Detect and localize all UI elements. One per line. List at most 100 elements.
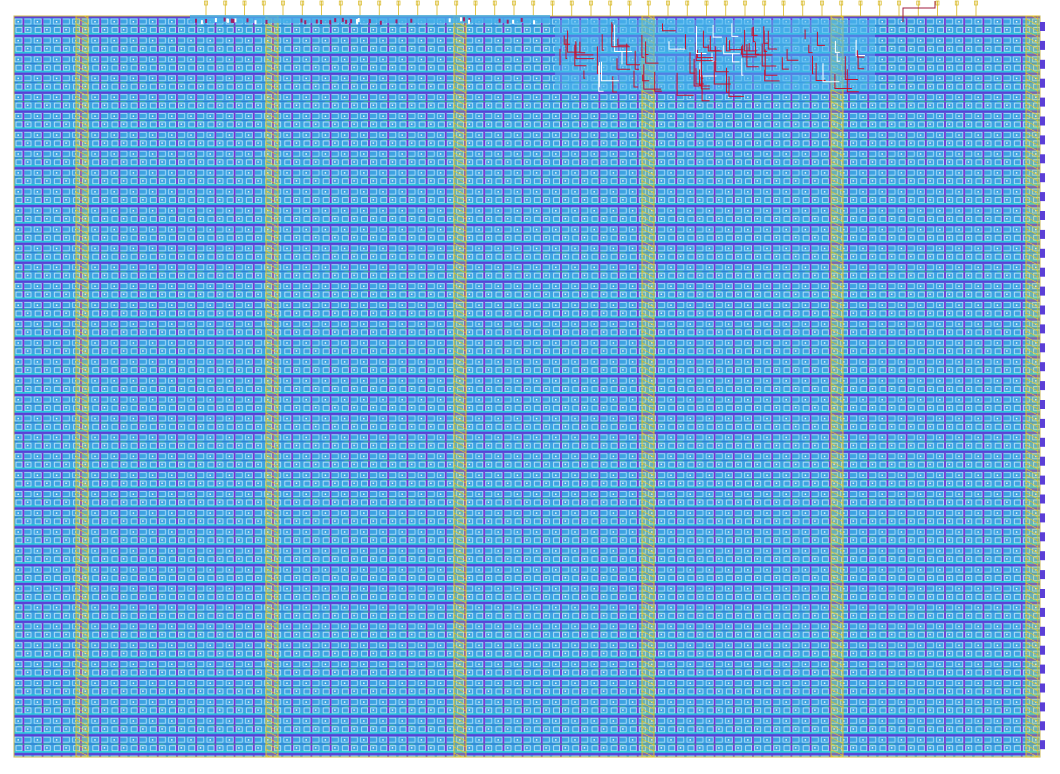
route-wire — [742, 44, 757, 58]
route-wire — [693, 58, 710, 87]
route-wire — [755, 42, 773, 56]
route-via — [334, 18, 337, 23]
power-straps — [75, 15, 1039, 758]
edge-cell — [1040, 286, 1045, 296]
route-wire — [764, 49, 778, 76]
edge-cells — [1040, 22, 1045, 750]
power-strap — [830, 15, 844, 758]
route-wire — [668, 41, 686, 50]
pin-pad — [723, 0, 728, 6]
pin-pad — [223, 0, 228, 6]
pin-pad — [377, 0, 382, 6]
edge-cell — [1040, 702, 1045, 712]
pin-pad — [762, 0, 767, 6]
route-via — [200, 20, 203, 25]
power-strap — [1025, 15, 1039, 758]
route-via — [205, 18, 208, 23]
pin-pad — [338, 0, 343, 6]
route-wire — [642, 74, 650, 82]
pin-pad — [204, 0, 208, 6]
power-strap — [453, 15, 467, 758]
edge-cell — [1040, 589, 1045, 598]
route-wire — [725, 37, 731, 52]
route-via — [227, 18, 229, 23]
route-wire — [598, 62, 600, 88]
edge-cell — [1040, 570, 1045, 580]
edge-cell — [1040, 381, 1045, 391]
edge-cell — [1040, 400, 1045, 409]
pin-pad — [569, 0, 574, 6]
power-strap — [265, 15, 279, 758]
edge-cell — [1040, 22, 1045, 31]
route-wire — [728, 76, 744, 97]
edge-cell — [1040, 418, 1045, 428]
pin-pad — [781, 0, 786, 6]
route-via — [341, 17, 344, 22]
edge-cell — [1040, 305, 1045, 315]
route-via — [463, 17, 465, 22]
route-wire — [713, 60, 731, 85]
io-pins — [204, 0, 978, 22]
power-strap — [75, 15, 89, 758]
route-wire — [616, 58, 631, 70]
route-wire — [583, 70, 586, 79]
route-via — [410, 18, 413, 23]
route-via — [320, 19, 323, 24]
route-wire — [751, 27, 758, 36]
pin-pad — [685, 0, 690, 6]
cell-array — [13, 15, 1041, 758]
route-wire — [857, 55, 865, 70]
route-via — [234, 18, 237, 23]
route-wire — [612, 76, 617, 93]
pin-pad — [492, 0, 497, 6]
pin-pad — [897, 0, 901, 6]
route-via — [223, 17, 226, 22]
pin-pad — [261, 0, 266, 6]
pin-pad — [358, 0, 362, 6]
route-wire — [715, 46, 729, 73]
route-wire — [617, 38, 629, 46]
route-wire — [812, 55, 814, 75]
route-wire — [786, 49, 799, 61]
route-wire — [731, 23, 739, 37]
route-wire — [856, 50, 865, 58]
pin-pad — [666, 0, 670, 6]
route-wire — [781, 57, 789, 70]
route-wire — [709, 35, 720, 52]
route-via — [533, 20, 536, 25]
pin-pad — [531, 0, 536, 6]
edge-cell — [1040, 551, 1045, 561]
route-wire — [696, 26, 707, 54]
route-wire — [815, 62, 826, 81]
route-wire — [601, 61, 619, 82]
edge-cell — [1040, 135, 1045, 145]
edge-cell — [1040, 740, 1045, 750]
route-via — [231, 18, 234, 23]
route-wire — [634, 50, 640, 70]
edge-cell — [1040, 721, 1045, 731]
edge-cell — [1040, 267, 1045, 277]
pin-pad — [396, 0, 401, 6]
edge-cell — [1040, 683, 1045, 693]
route-via — [357, 18, 360, 23]
route-wire — [855, 39, 865, 56]
pin-pad — [743, 0, 747, 6]
route-via — [468, 19, 470, 24]
edge-cell — [1040, 40, 1045, 50]
route-via — [246, 18, 249, 23]
route-via — [395, 19, 398, 24]
pin-pad — [608, 0, 613, 6]
route-via — [300, 18, 303, 23]
route-wire — [741, 58, 744, 76]
route-wire — [763, 30, 768, 52]
pin-pad — [877, 0, 882, 6]
edge-cell — [1040, 664, 1045, 674]
route-wire — [711, 52, 717, 62]
edge-cell — [1040, 154, 1045, 164]
route-wire — [689, 52, 696, 74]
route-via — [254, 20, 257, 25]
pin-pad — [589, 0, 593, 6]
route-wire — [712, 24, 722, 38]
route-wire — [563, 35, 571, 45]
